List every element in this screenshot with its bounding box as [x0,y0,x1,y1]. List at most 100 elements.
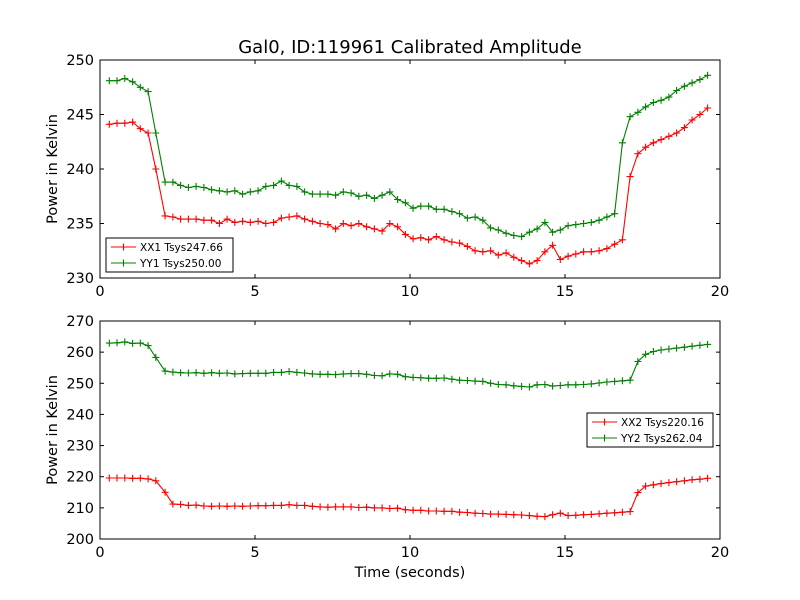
data-point-marker [626,376,634,384]
data-point-marker [479,377,487,385]
data-point-marker [587,218,595,226]
series-2-line [109,74,708,238]
y-axis-label: Power in Kelvin [45,114,61,224]
data-point-marker [417,374,425,382]
data-point-marker [479,248,487,256]
data-point-marker [401,230,409,238]
data-point-marker [611,377,619,385]
data-point-marker [152,129,160,137]
data-point-marker [129,339,137,347]
data-point-marker [541,218,549,226]
data-point-marker [129,474,137,482]
data-point-marker [339,503,347,511]
data-point-marker [169,368,177,376]
data-point-marker [177,215,185,223]
data-point-marker [510,253,518,261]
legend-label: XX1 Tsys247.66 [140,242,223,254]
data-point-marker [680,477,688,485]
data-point-marker [200,369,208,377]
data-point-marker [463,214,471,222]
data-point-marker [347,189,355,197]
data-point-marker [184,215,192,223]
data-point-marker [649,348,657,355]
data-point-marker [192,369,200,377]
data-point-marker [215,502,223,510]
data-point-marker [603,378,611,386]
data-point-marker [113,474,121,482]
data-point-marker [634,150,642,158]
data-point-marker [308,190,316,198]
data-point-marker [618,236,626,244]
data-point-marker [432,205,440,213]
data-point-marker [208,502,216,510]
data-point-marker [580,248,588,256]
data-point-marker [200,502,208,510]
y-axis-label: Power in Kelvin [45,375,61,485]
data-point-marker [378,227,386,235]
data-point-marker [463,509,471,516]
data-point-marker [494,226,502,234]
x-tick-label: 5 [250,284,259,300]
data-point-marker [136,125,144,133]
data-point-marker [688,116,696,124]
data-point-marker [556,509,564,517]
data-point-marker [378,191,386,199]
data-point-marker [456,239,464,247]
data-point-marker [215,220,223,227]
data-point-marker [223,215,231,223]
data-point-marker [494,251,502,259]
data-point-marker [378,372,386,380]
data-point-marker [704,71,712,79]
data-point-marker [347,222,355,230]
data-point-marker [370,194,378,202]
data-point-marker [595,510,603,518]
data-point-marker [246,369,254,377]
x-tick-label: 10 [401,545,419,561]
data-point-marker [254,217,262,225]
data-point-marker [417,202,425,210]
data-point-marker [285,368,293,375]
data-point-marker [316,220,324,227]
data-point-marker [262,220,270,227]
data-point-marker [161,488,169,496]
lower-plot-panel: 0 5 10 15 20 200 210 220 230 240 250 260 270 Power in… [45,314,729,561]
legend-swatch-marker [601,434,608,442]
data-point-marker [541,513,549,521]
y-tick-label: 250 [66,376,94,392]
data-point-marker [657,346,665,354]
y-tick-label: 240 [66,162,94,178]
data-point-marker [696,341,704,349]
data-point-marker [355,192,363,200]
data-point-marker [487,510,495,518]
data-point-marker [471,213,479,221]
data-point-marker [136,83,144,91]
data-point-marker [129,78,137,86]
data-point-marker [192,215,200,223]
x-axis-label: Time (seconds) [354,565,466,581]
x-tick-label: 20 [711,545,729,561]
data-point-marker [440,507,448,515]
data-point-marker [525,512,533,520]
data-point-marker [541,248,549,256]
data-point-marker [688,79,696,87]
data-point-marker [448,375,456,383]
data-point-marker [192,501,200,509]
data-point-marker [285,181,293,189]
y-tick-label: 210 [66,501,94,517]
data-point-marker [113,77,121,85]
data-point-marker [494,381,502,388]
data-point-marker [161,367,169,375]
data-point-marker [113,119,121,127]
data-point-marker [409,506,417,514]
data-point-marker [518,233,526,241]
data-point-marker [105,120,113,128]
data-point-marker [525,383,533,391]
series-2-line [109,341,708,388]
data-point-marker [161,178,169,186]
y-tick-label: 220 [66,470,94,486]
data-point-marker [603,509,611,517]
data-point-marker [432,233,440,241]
data-point-marker [502,249,510,257]
x-tick-label: 15 [556,545,574,561]
data-point-marker [649,99,657,106]
